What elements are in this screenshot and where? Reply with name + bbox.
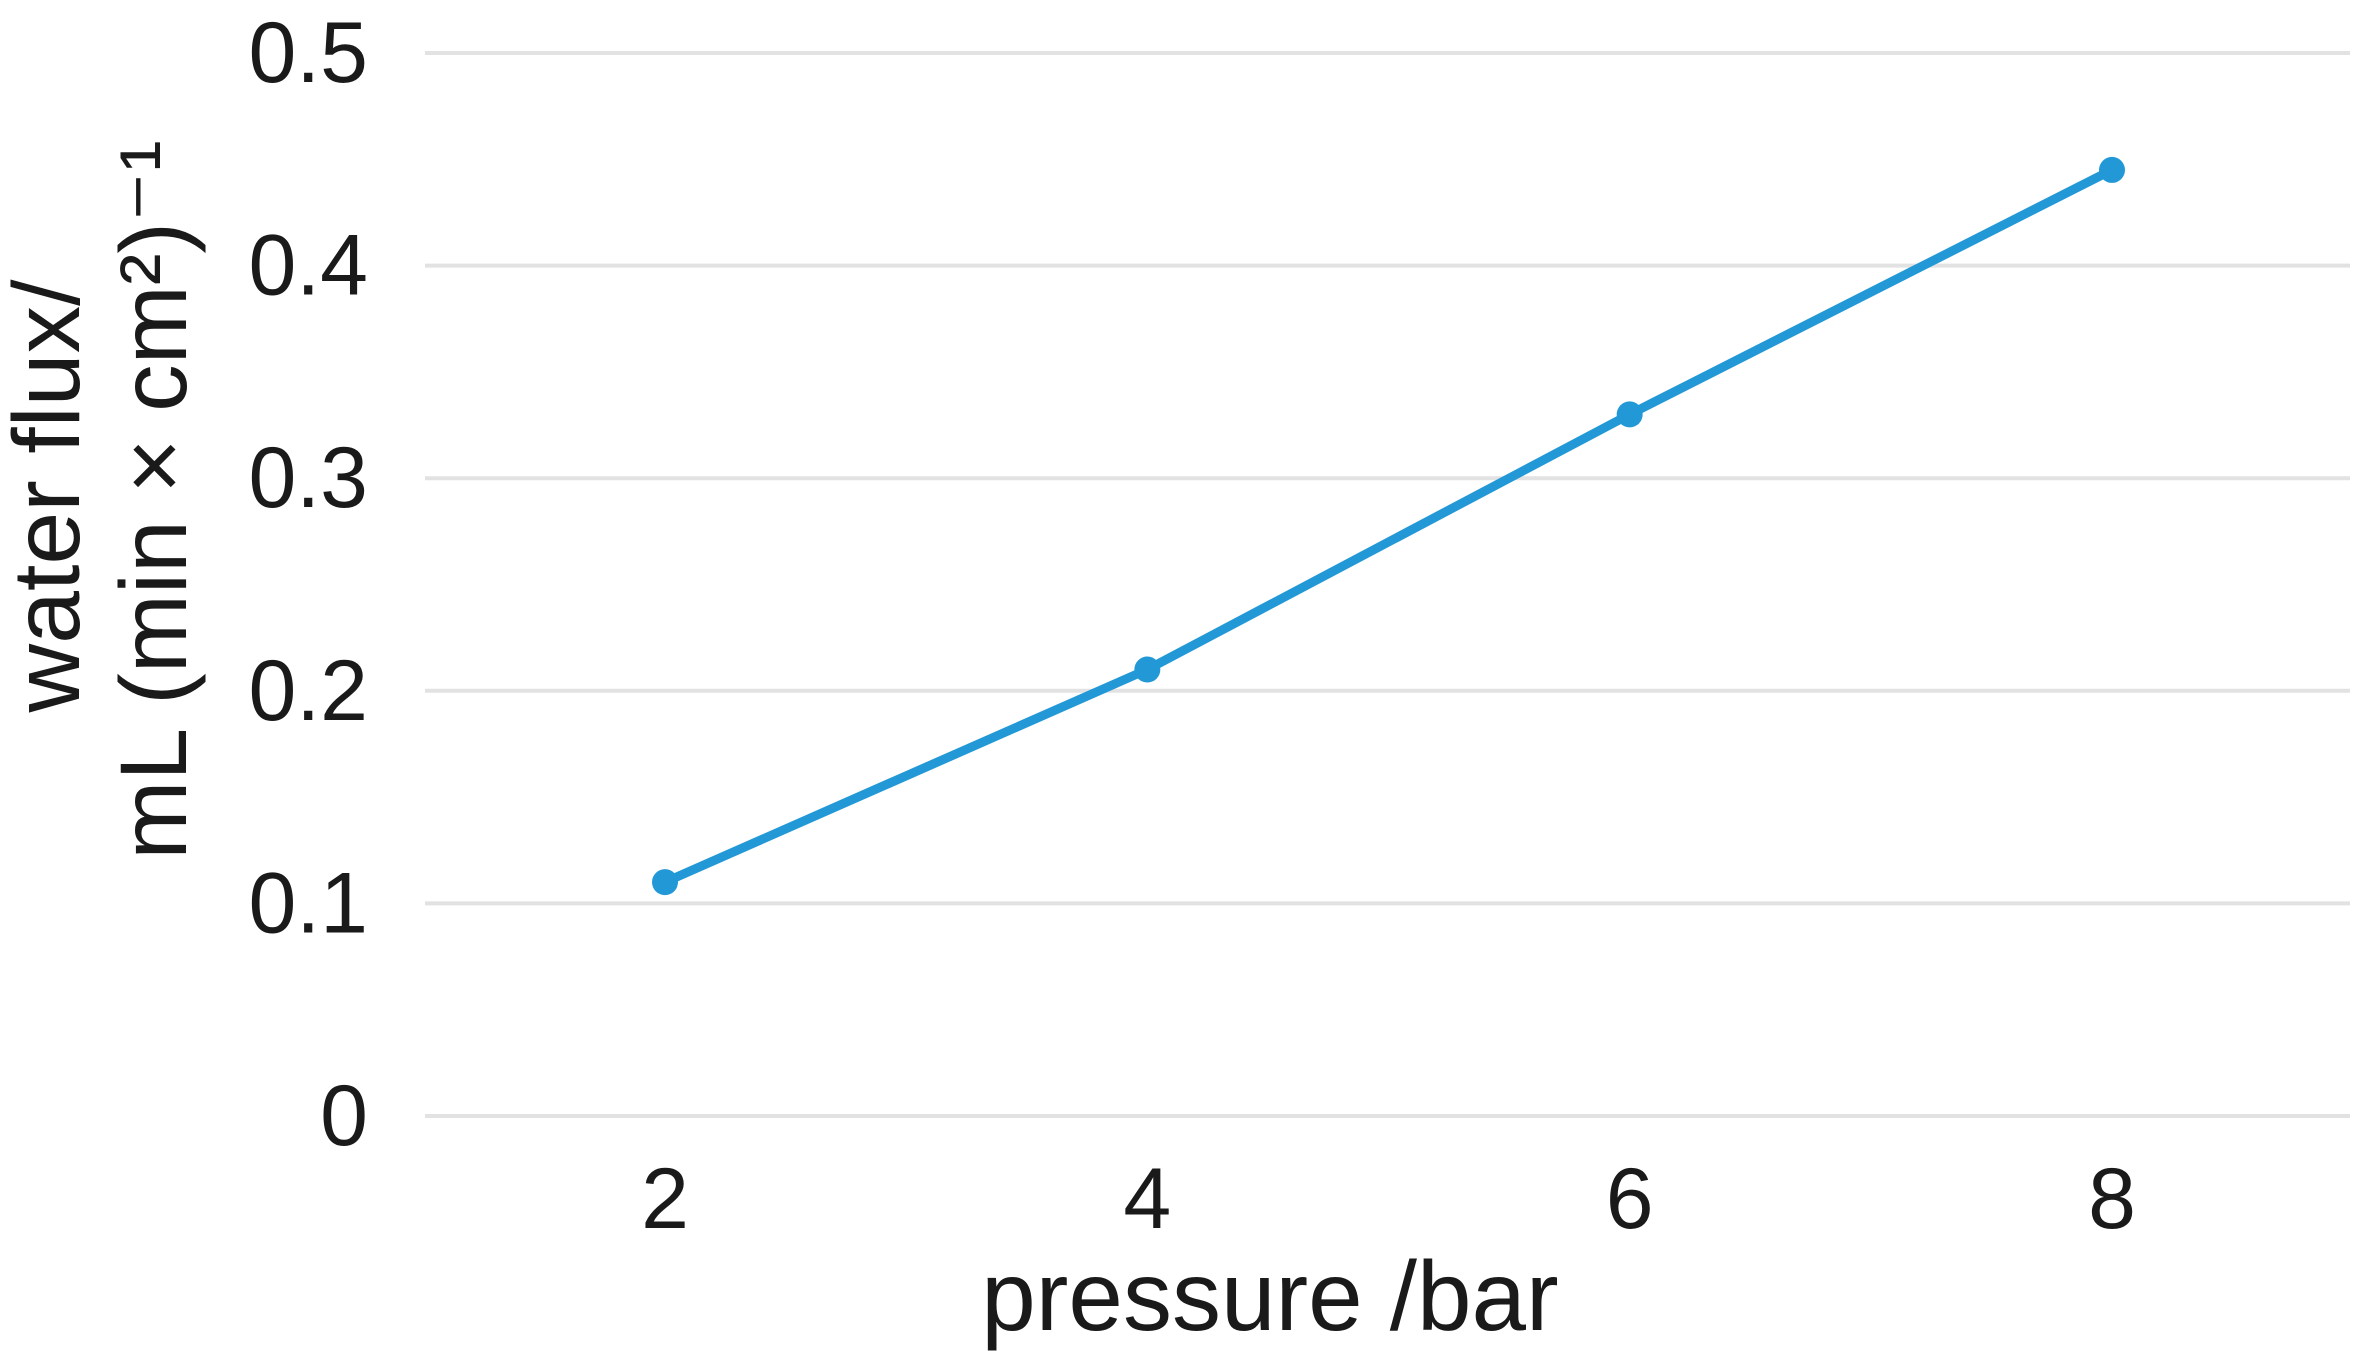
data-point-marker <box>2099 156 2125 183</box>
data-series <box>652 156 2125 896</box>
x-tick-label: 4 <box>1123 1151 1171 1247</box>
data-point-marker <box>1134 656 1161 683</box>
x-tick-label: 6 <box>1606 1151 1654 1247</box>
x-tick-label: 8 <box>2088 1151 2136 1247</box>
y-tick-label: 0.4 <box>248 218 368 314</box>
y-tick-label: 0.1 <box>248 855 368 951</box>
y-tick-label: 0.2 <box>248 643 368 739</box>
data-point-marker <box>652 869 678 896</box>
y-axis-tick-labels: 0 0.1 0.2 0.3 0.4 0.5 <box>248 5 368 1164</box>
data-point-marker <box>1616 401 1643 428</box>
data-line <box>660 165 2117 887</box>
y-tick-label: 0.5 <box>248 5 368 101</box>
x-axis-tick-labels: 2 4 6 8 <box>641 1151 2136 1247</box>
x-tick-label: 2 <box>641 1151 689 1247</box>
x-axis-label: pressure /bar <box>981 1241 1558 1351</box>
y-tick-label: 0 <box>320 1068 368 1164</box>
y-axis-label-line2: mL (min × cm²)⁻¹ <box>101 140 207 860</box>
gridlines <box>425 51 2350 1118</box>
y-axis-label-line1: water flux/ <box>0 279 100 714</box>
y-tick-label: 0.3 <box>248 430 368 526</box>
